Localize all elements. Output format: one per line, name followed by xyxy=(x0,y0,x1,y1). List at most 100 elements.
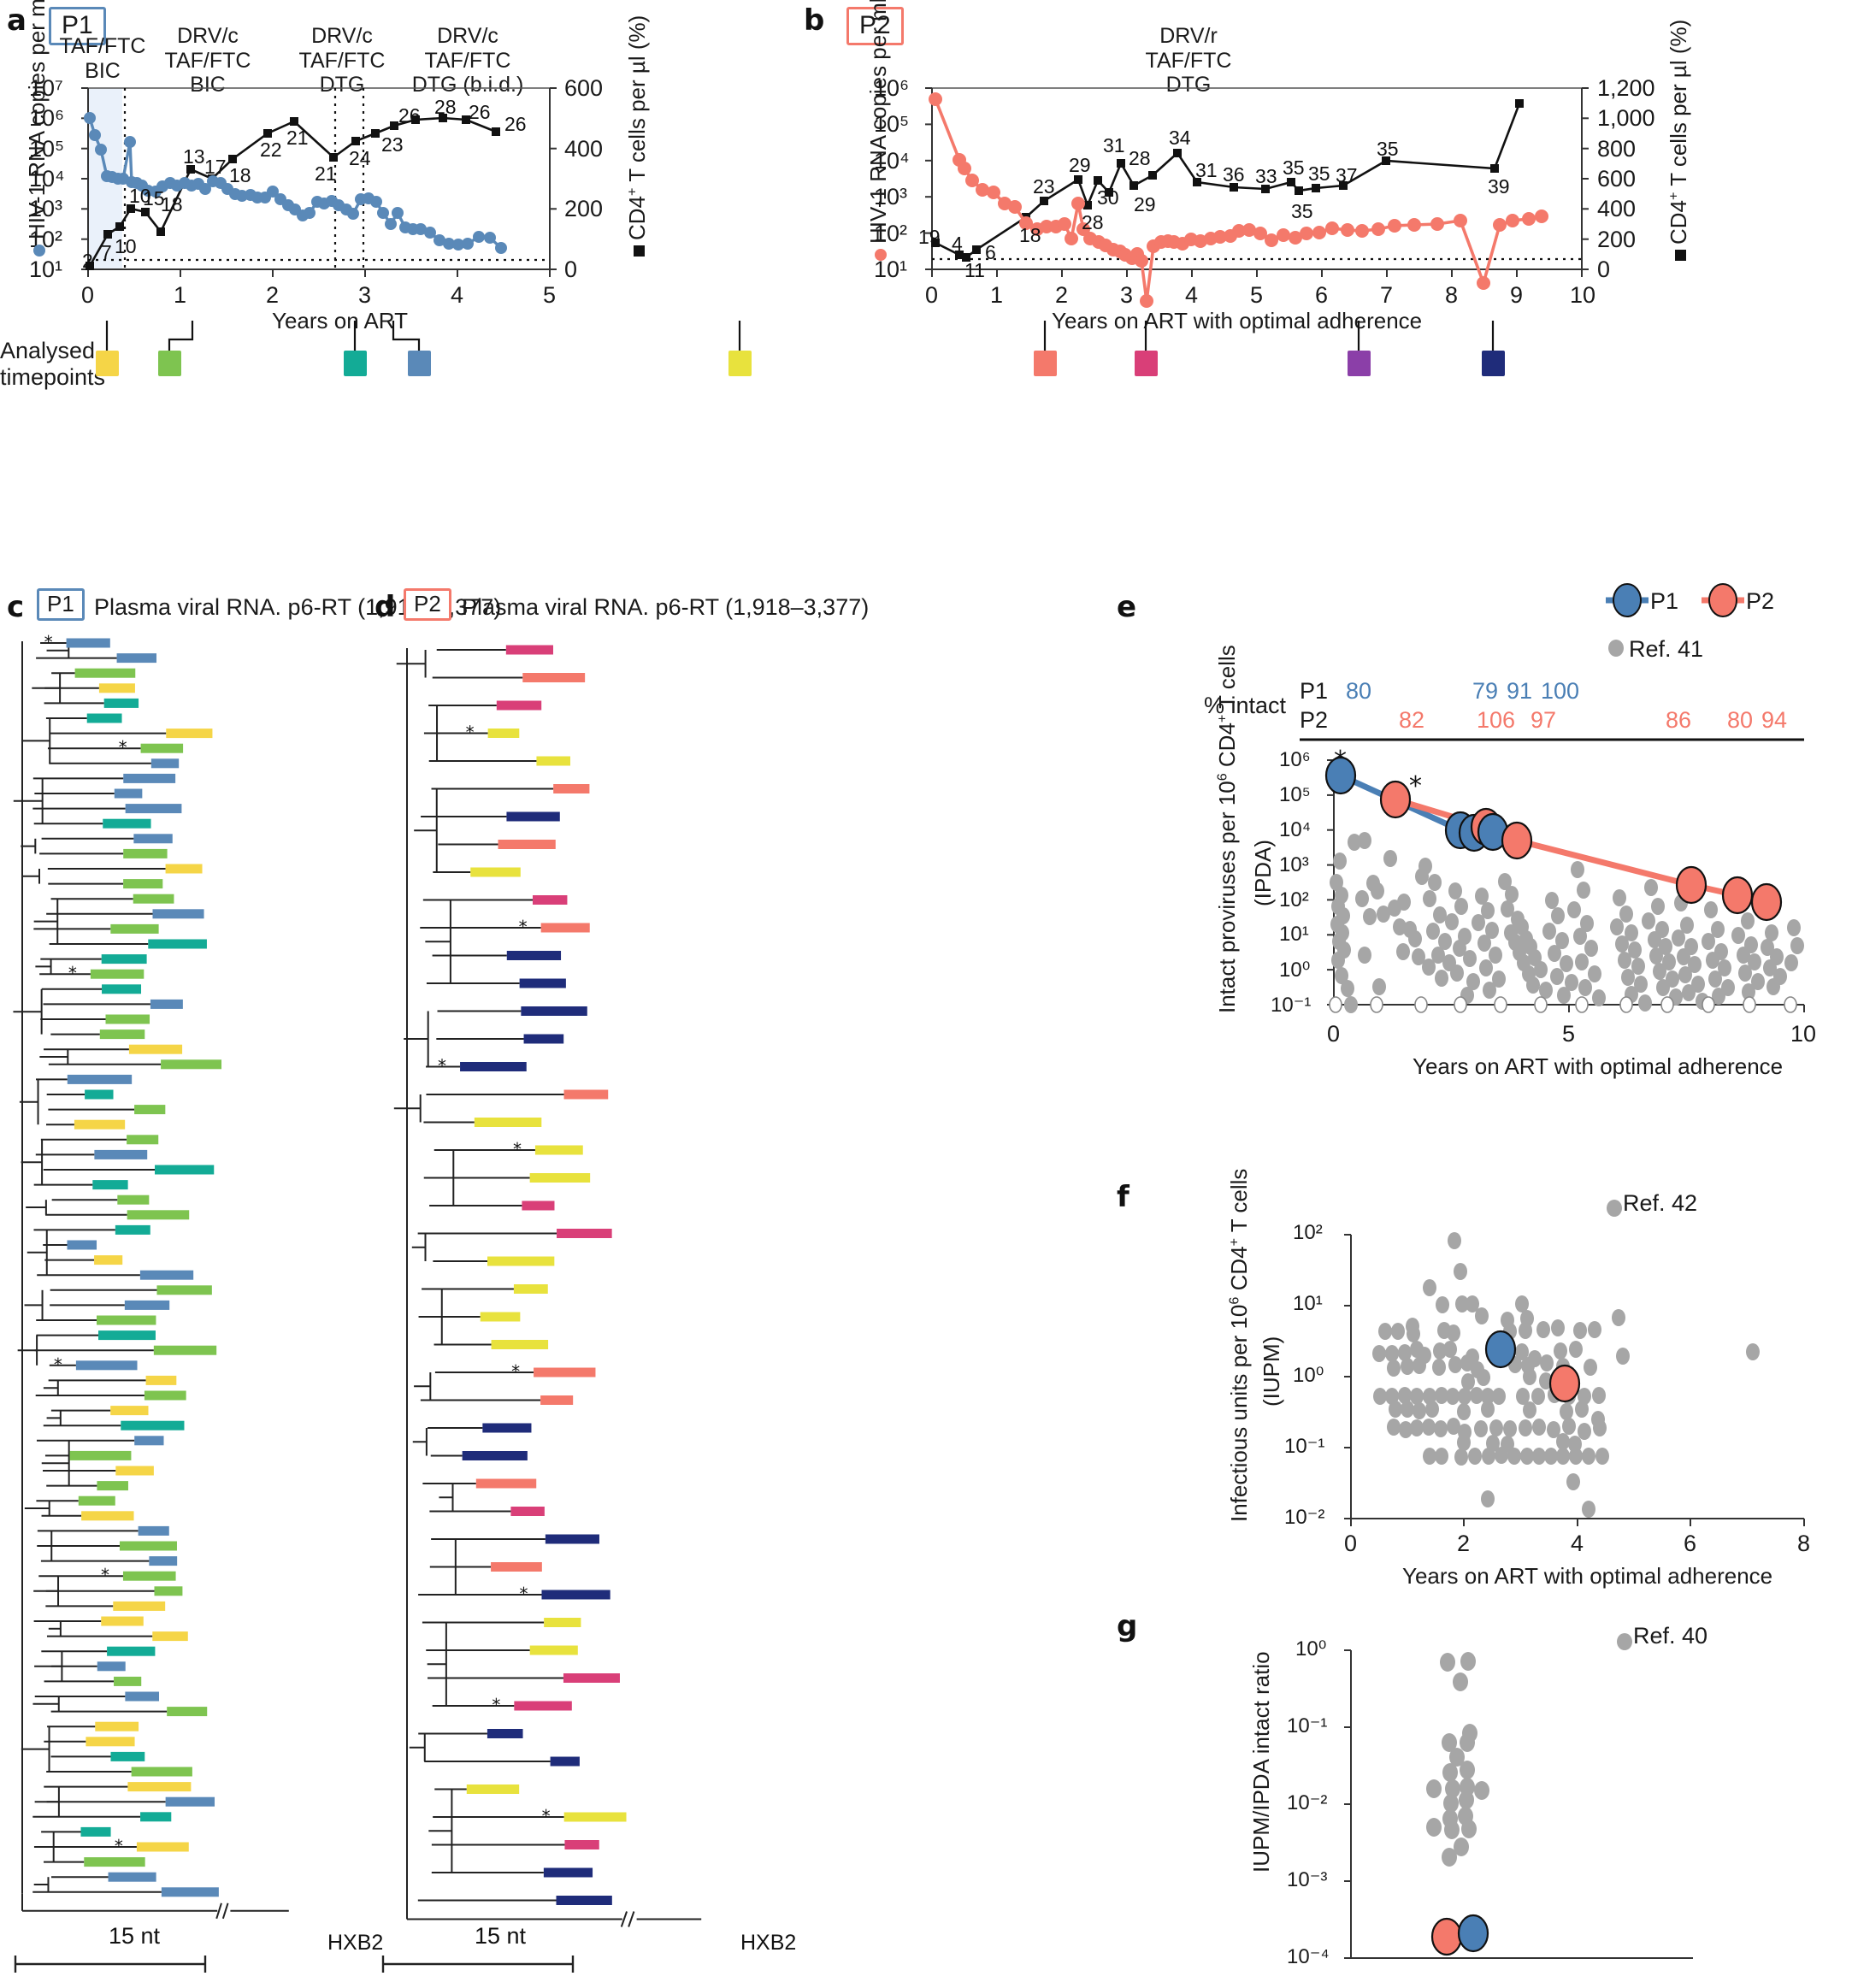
panel-f-plot xyxy=(1344,1232,1805,1526)
timepoint-swatch-p2-1 xyxy=(728,351,752,376)
panel-e-pct-p2-0: 82 xyxy=(1399,707,1425,733)
panel-e-ytick-6: 10⁶ xyxy=(1279,748,1311,771)
panel-a-cd4-label-10: 21 xyxy=(286,127,309,149)
panel-a-participant-badge: P1 xyxy=(49,7,106,45)
panel-a-cd4-label-8: 18 xyxy=(229,164,251,186)
panel-d-scalebar-label: 15 nt xyxy=(475,1923,527,1949)
panel-c-scalebar-label: 15 nt xyxy=(109,1923,161,1949)
panel-e-xtick-0: 0 xyxy=(1327,1021,1341,1047)
panel-b-ytick-1: 10¹ xyxy=(874,257,908,282)
panel-e-ytick-4: 10⁴ xyxy=(1279,818,1312,841)
timepoint-swatch-p2-5 xyxy=(1482,351,1505,376)
panel-b-ytick-4: 10⁴ xyxy=(874,148,910,174)
panel-b-xtick-10: 10 xyxy=(1570,282,1596,308)
panel-a-cd4-label-12: 24 xyxy=(349,147,371,169)
timepoint-swatch-p1-1 xyxy=(96,351,119,376)
panel-c-participant-badge: P1 xyxy=(37,588,85,621)
panel-b-ytick-r-200: 200 xyxy=(1597,227,1637,252)
panel-f-ytick-0: 10⁰ xyxy=(1293,1364,1324,1387)
panel-b-cd4-label-17: 35 xyxy=(1291,200,1313,222)
panel-e-xtick-5: 5 xyxy=(1562,1021,1576,1047)
panel-a-ytick-r-0: 0 xyxy=(564,257,578,282)
panel-f-ytick-m2: 10⁻² xyxy=(1284,1506,1325,1529)
panel-b-xtick-6: 6 xyxy=(1315,282,1329,308)
panel-b-ytick-6: 10⁶ xyxy=(874,75,910,101)
panel-f-legend-mark xyxy=(1607,1200,1622,1217)
svg-text:*: * xyxy=(492,1695,500,1715)
svg-text:*: * xyxy=(115,1836,123,1856)
panel-e-pct-p2-5: 94 xyxy=(1761,707,1788,733)
panel-g-legend-mark xyxy=(1617,1633,1632,1650)
panel-b-cd4-label-10: 28 xyxy=(1129,147,1151,169)
panel-b-x-axis-label: Years on ART with optimal adherence xyxy=(1052,308,1423,333)
panel-b-ytick-5: 10⁵ xyxy=(874,111,910,137)
panel-g-ytick-0: 10⁰ xyxy=(1295,1637,1327,1661)
panel-b-y-left-text: HIV-1 RNA copies per ml xyxy=(865,0,891,244)
panel-e-y-axis-label: Intact proviruses per 106 CD4+ T cells xyxy=(1214,645,1240,1013)
panel-a-ytick-1: 10¹ xyxy=(29,257,63,282)
panel-e-pct-p2-3: 86 xyxy=(1666,707,1692,733)
panel-a-ytick-4: 10⁴ xyxy=(29,166,65,192)
panel-a-cd4-label-9: 22 xyxy=(260,139,282,161)
panel-g-ytick-m4: 10⁻⁴ xyxy=(1287,1945,1330,1968)
panel-a-ytick-r-400: 400 xyxy=(564,136,604,162)
panel-e-pct-p1-2: 91 xyxy=(1507,678,1533,704)
panel-d-participant-badge: P2 xyxy=(404,588,451,621)
panel-a-cd4-label-1: 7 xyxy=(101,241,112,263)
panel-b-cd4-label-20: 35 xyxy=(1377,138,1399,160)
panel-e-ytick-2: 10² xyxy=(1279,888,1309,911)
panel-f-xtick-6: 6 xyxy=(1684,1531,1697,1556)
panel-a-xtick-4: 4 xyxy=(451,282,464,308)
panel-b-regimen: DRV/r TAF/FTC DTG xyxy=(1145,24,1232,97)
panel-e-pct-p1-1: 79 xyxy=(1472,678,1499,704)
panel-g-ytick-m3: 10⁻³ xyxy=(1287,1868,1328,1891)
panel-a-cd4-label-2: 10 xyxy=(115,235,137,257)
panel-b-letter: b xyxy=(804,3,825,38)
panel-e-xtick-10: 10 xyxy=(1790,1021,1817,1047)
panel-a-xtick-1: 1 xyxy=(174,282,187,308)
svg-text:*: * xyxy=(519,1584,528,1604)
panel-a-regimen-4: DRV/c TAF/FTC DTG (b.i.d.) xyxy=(411,24,524,97)
panel-a-cd4-label-17: 26 xyxy=(504,113,527,135)
panel-e-letter: e xyxy=(1117,590,1137,624)
panel-e-x-axis-label: Years on ART with optimal adherence xyxy=(1413,1053,1784,1079)
panel-e-legend-p1: P1 xyxy=(1650,588,1679,614)
panel-b-cd4-label-1: 4 xyxy=(952,233,963,255)
panel-d-outgroup-label: HXB2 xyxy=(740,1931,797,1955)
panel-g-legend-ref40: Ref. 40 xyxy=(1633,1623,1708,1649)
panel-a-regimen-1: TAF/FTC BIC xyxy=(59,34,146,83)
panel-a-regimen-2: DRV/c TAF/FTC BIC xyxy=(164,24,251,97)
timepoint-swatch-p2-4 xyxy=(1348,351,1371,376)
panel-e-pct-p2-2: 97 xyxy=(1531,707,1557,733)
panel-a-ytick-6: 10⁶ xyxy=(29,105,65,131)
panel-b-y-right-label: CD4+ T cells per µl (%) xyxy=(1666,20,1692,261)
panel-e-pct-intact-label: % intact xyxy=(1204,693,1287,718)
panel-e-ytick-1: 10¹ xyxy=(1279,923,1309,946)
panel-g-plot xyxy=(1344,1649,1693,1959)
timepoint-connectors xyxy=(105,321,1495,351)
panel-b-cd4-label-5: 23 xyxy=(1033,175,1055,198)
panel-b-cd4-label-15: 33 xyxy=(1255,165,1277,187)
panel-b-cd4-label-13: 31 xyxy=(1195,159,1218,181)
panel-b-cd4-label-16: 35 xyxy=(1283,156,1305,179)
panel-g-ytick-m1: 10⁻¹ xyxy=(1287,1714,1328,1737)
svg-text:*: * xyxy=(101,1565,109,1585)
rna-legend-dot-b-icon xyxy=(875,249,887,261)
timepoint-swatch-p1-2 xyxy=(158,351,181,376)
panel-a-ytick-r-600: 600 xyxy=(564,75,604,101)
panel-a-xtick-5: 5 xyxy=(543,282,557,308)
panel-b-ytick-3: 10³ xyxy=(874,184,908,209)
svg-text:*: * xyxy=(68,963,77,983)
panel-d-title: Plasma viral RNA. p6-RT (1,918–3,377) xyxy=(462,594,870,620)
panel-f-ytick-m1: 10⁻¹ xyxy=(1284,1435,1325,1458)
panel-a-cd4-label-7: 17 xyxy=(204,156,227,178)
panel-b-cd4-label-6: 29 xyxy=(1069,154,1091,176)
panel-e-ytick-5: 10⁵ xyxy=(1279,783,1311,806)
panel-d-letter: d xyxy=(375,590,396,624)
panel-f-legend-ref42: Ref. 42 xyxy=(1623,1190,1698,1216)
panel-a-cd4-label-6: 13 xyxy=(183,145,205,168)
panel-a-cd4-label-5: 18 xyxy=(161,193,183,215)
panel-b-cd4-label-9: 31 xyxy=(1103,134,1125,156)
panel-a-ytick-r-200: 200 xyxy=(564,196,604,221)
panel-e-legend-p2: P2 xyxy=(1746,588,1775,614)
